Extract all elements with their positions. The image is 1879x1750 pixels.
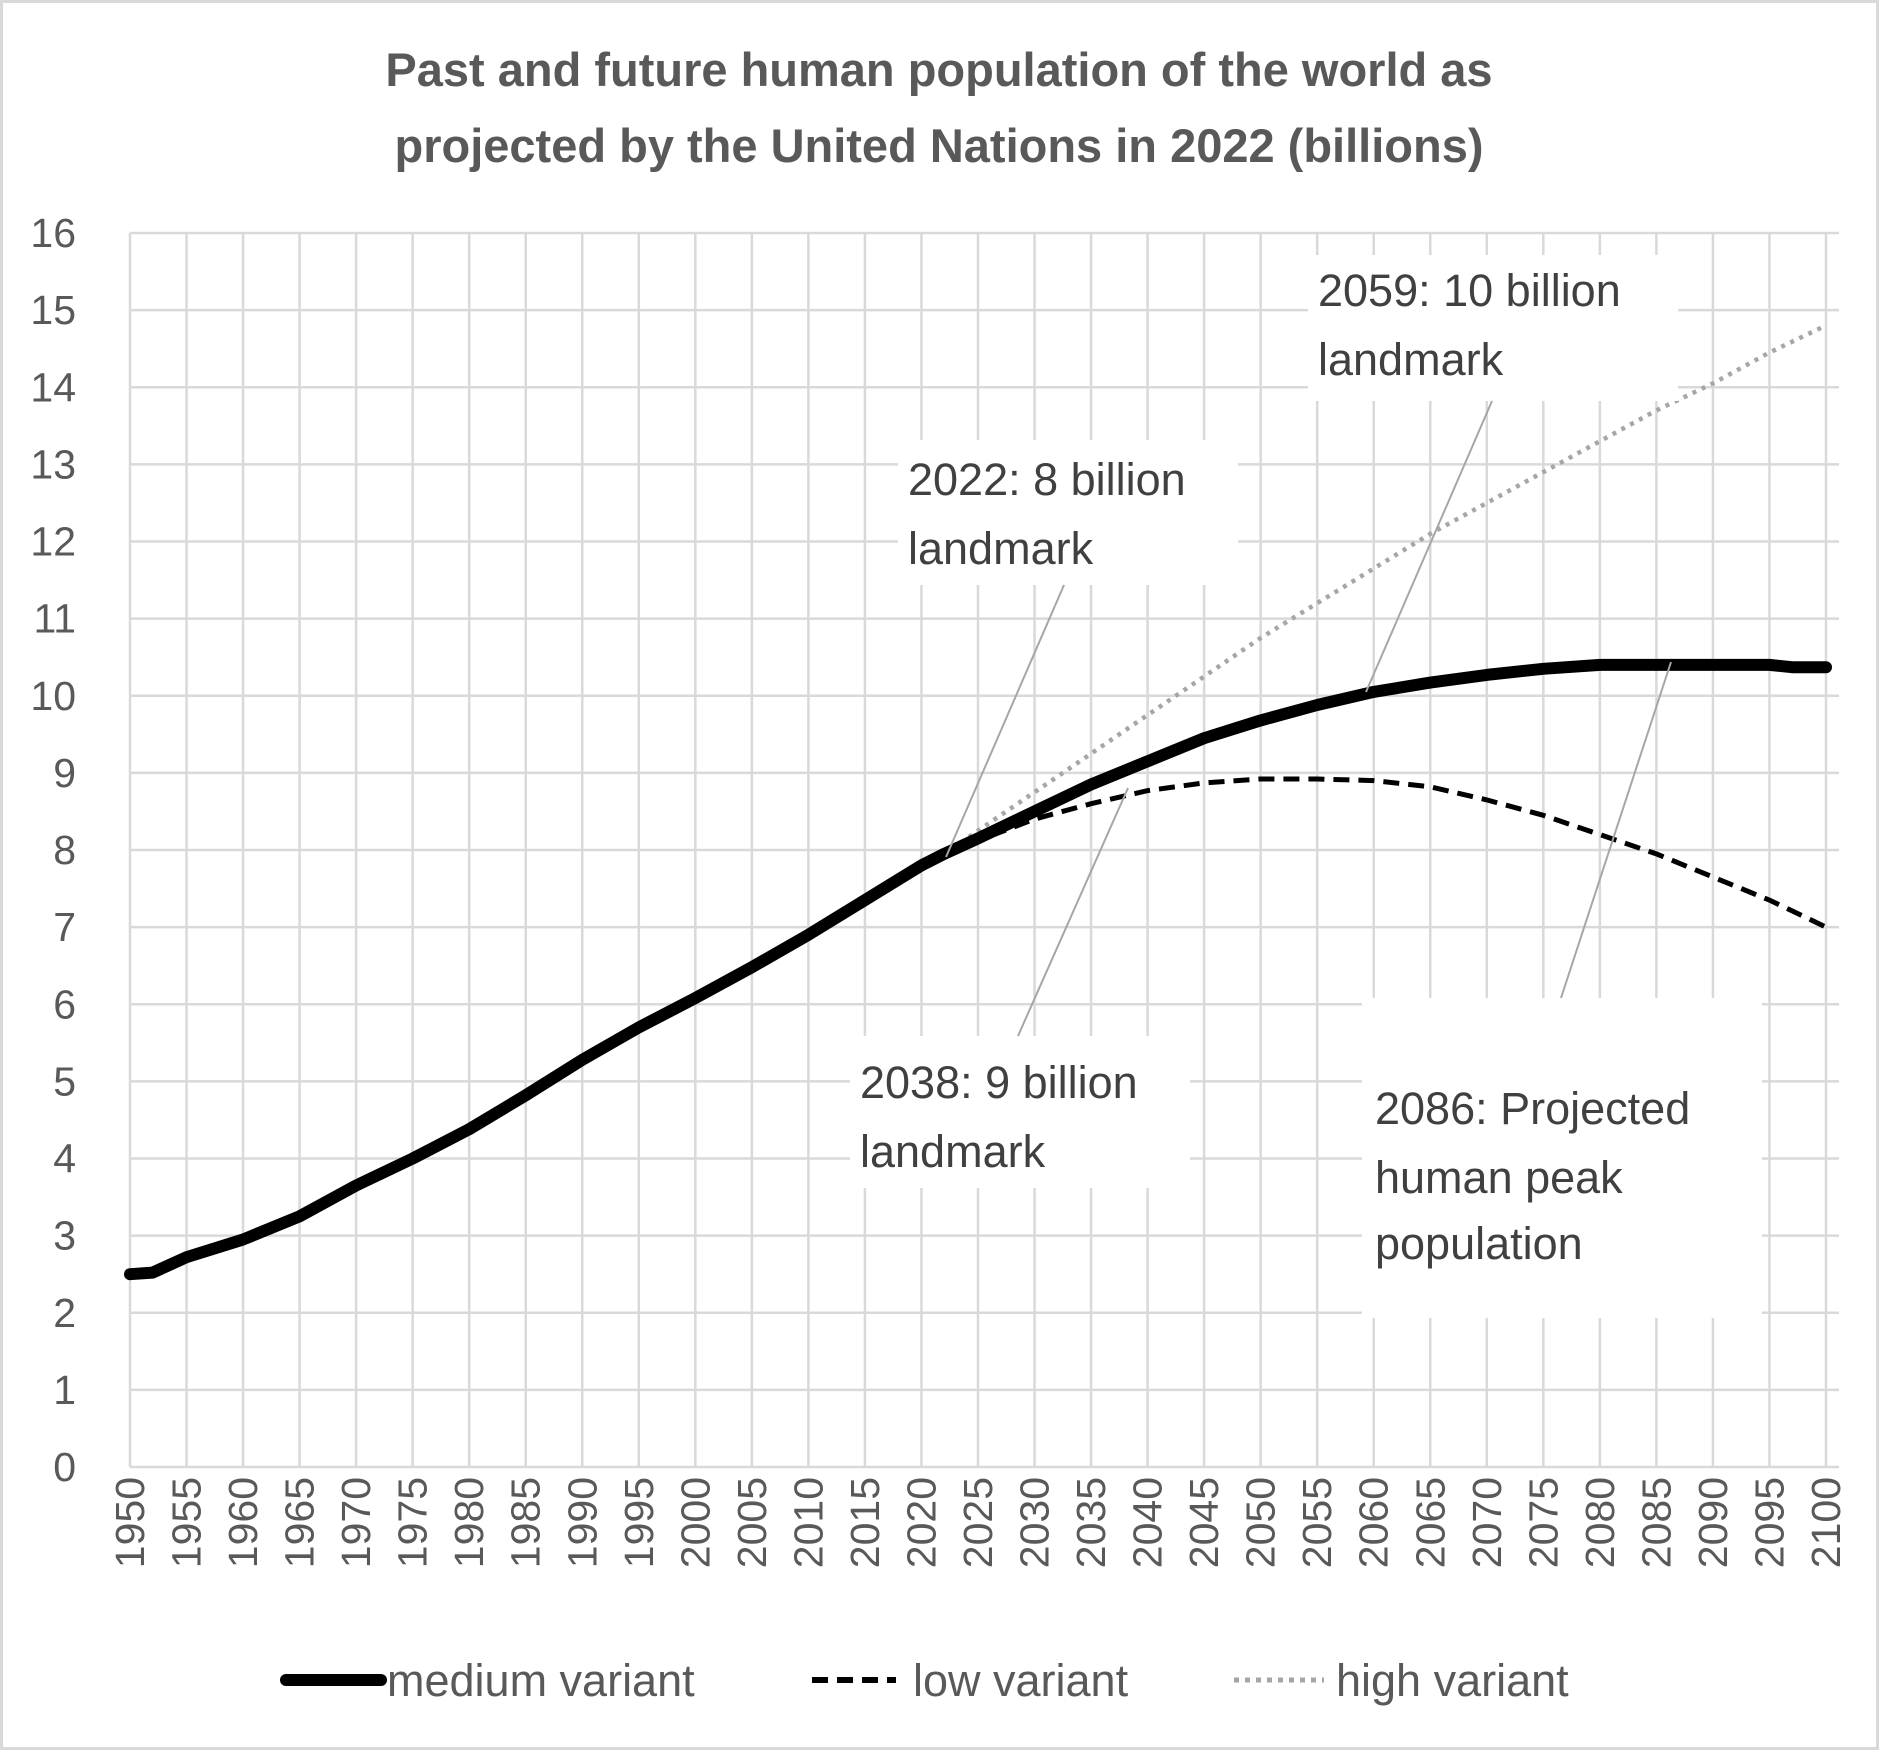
x-tick-label: 2075 xyxy=(1520,1477,1566,1568)
x-tick-label: 2030 xyxy=(1012,1477,1058,1568)
x-tick-label: 2090 xyxy=(1690,1477,1736,1568)
chart-title-line-2: projected by the United Nations in 2022 … xyxy=(395,119,1484,172)
x-tick-label: 1985 xyxy=(503,1477,549,1568)
legend-label-medium: medium variant xyxy=(387,1655,695,1706)
legend-label-low: low variant xyxy=(913,1655,1129,1706)
y-tick-label: 16 xyxy=(30,210,76,256)
y-tick-label: 4 xyxy=(53,1136,76,1182)
y-tick-label: 9 xyxy=(53,750,76,796)
annotation-text: 2038: 9 billion xyxy=(860,1057,1138,1108)
series-line-medium-variant xyxy=(124,658,1832,1281)
x-tick-label: 2065 xyxy=(1407,1477,1453,1568)
y-tick-label: 11 xyxy=(33,596,76,642)
y-tick-label: 1 xyxy=(53,1367,76,1413)
annotation-leader xyxy=(1365,400,1493,693)
annotation-text: 2086: Projected xyxy=(1375,1083,1690,1134)
x-tick-label: 1965 xyxy=(277,1477,323,1568)
x-tick-label: 2100 xyxy=(1803,1477,1849,1568)
annotation-text: human peak xyxy=(1375,1152,1623,1203)
y-tick-label: 8 xyxy=(53,827,76,873)
legend-label-high: high variant xyxy=(1336,1655,1569,1706)
x-tick-label: 1950 xyxy=(107,1477,153,1568)
annotation-text: 2059: 10 billion xyxy=(1318,265,1621,316)
x-tick-label: 2015 xyxy=(842,1477,888,1568)
x-tick-label: 1980 xyxy=(446,1477,492,1568)
annotation-2086: 2086: Projected human peak population xyxy=(1362,661,1762,1318)
x-tick-label: 1975 xyxy=(390,1477,436,1568)
legend: medium variant low variant high variant xyxy=(280,1655,1569,1706)
x-tick-label: 2045 xyxy=(1181,1477,1227,1568)
x-tick-label: 2070 xyxy=(1464,1477,1510,1568)
annotation-text: 2022: 8 billion xyxy=(908,454,1186,505)
annotation-2022: 2022: 8 billion landmark xyxy=(898,440,1238,858)
x-tick-label: 2025 xyxy=(955,1477,1001,1568)
x-tick-label: 1995 xyxy=(616,1477,662,1568)
x-tick-label: 1960 xyxy=(220,1477,266,1568)
chart-title-line-1: Past and future human population of the … xyxy=(385,43,1492,96)
x-tick-label: 2040 xyxy=(1125,1477,1171,1568)
y-tick-label: 3 xyxy=(53,1213,76,1259)
y-tick-label: 0 xyxy=(53,1444,76,1490)
series-line-high-variant xyxy=(942,323,1827,856)
y-tick-label: 15 xyxy=(30,287,76,333)
y-tick-label: 5 xyxy=(53,1058,76,1104)
y-tick-label: 12 xyxy=(30,519,76,565)
series-lines xyxy=(124,323,1832,1281)
x-axis-ticks: 1950 1955 1960 1965 1970 1975 1980 1985 1990 1995… xyxy=(107,1477,1849,1568)
y-tick-label: 7 xyxy=(53,904,76,950)
y-tick-label: 6 xyxy=(53,981,76,1027)
x-tick-label: 2010 xyxy=(785,1477,831,1568)
x-tick-label: 2060 xyxy=(1351,1477,1397,1568)
x-tick-label: 2085 xyxy=(1633,1477,1679,1568)
annotation-text: landmark xyxy=(1318,334,1504,385)
x-tick-label: 2020 xyxy=(898,1477,944,1568)
x-tick-label: 2080 xyxy=(1577,1477,1623,1568)
x-tick-label: 2035 xyxy=(1068,1477,1114,1568)
x-tick-label: 2000 xyxy=(672,1477,718,1568)
x-tick-label: 2050 xyxy=(1238,1477,1284,1568)
x-tick-label: 1955 xyxy=(164,1477,210,1568)
series-line-low-variant xyxy=(943,776,1828,930)
annotation-leader xyxy=(945,584,1065,858)
annotation-2038: 2038: 9 billion landmark xyxy=(850,787,1190,1188)
x-tick-label: 1970 xyxy=(333,1477,379,1568)
y-tick-label: 2 xyxy=(53,1290,76,1336)
annotation-text: landmark xyxy=(908,523,1094,574)
y-tick-label: 13 xyxy=(30,441,76,487)
annotation-2059: 2059: 10 billion landmark xyxy=(1308,255,1678,693)
x-tick-label: 2095 xyxy=(1746,1477,1792,1568)
x-tick-label: 2055 xyxy=(1294,1477,1340,1568)
y-tick-label: 14 xyxy=(30,364,76,410)
x-tick-label: 2005 xyxy=(729,1477,775,1568)
annotation-text: population xyxy=(1375,1218,1583,1269)
annotation-text: landmark xyxy=(860,1126,1046,1177)
x-tick-label: 1990 xyxy=(559,1477,605,1568)
y-tick-label: 10 xyxy=(30,673,76,719)
annotation-leader xyxy=(1560,661,1672,999)
annotation-leader xyxy=(1017,787,1129,1037)
